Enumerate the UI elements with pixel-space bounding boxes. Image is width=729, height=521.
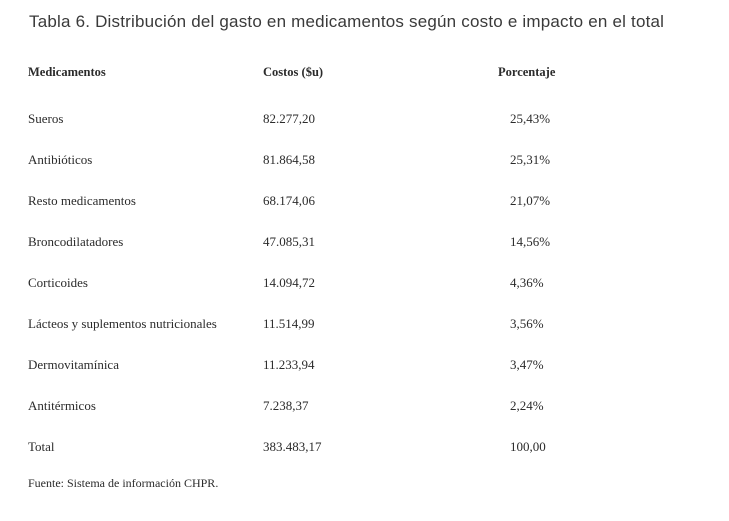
medication-name-cell: Sueros (28, 111, 64, 126)
table-row-total: Total 383.483,17 100,00 (28, 439, 704, 480)
medication-name-cell: Resto medicamentos (28, 193, 136, 208)
cost-cell: 82.277,20 (263, 111, 315, 126)
percentage-cell: 21,07% (510, 193, 551, 208)
cost-cell: 11.514,99 (263, 316, 315, 331)
table-row: Corticoides 14.094,72 4,36% (28, 275, 704, 316)
percentage-cell: 4,36% (510, 275, 544, 290)
column-header-costos: Costos ($u) (263, 65, 324, 79)
cost-cell: 14.094,72 (263, 275, 315, 290)
cost-cell: 47.085,31 (263, 234, 315, 249)
percentage-cell: 100,00 (510, 439, 546, 454)
column-header-medicamentos: Medicamentos (28, 65, 106, 79)
percentage-cell: 25,31% (510, 152, 551, 167)
medication-name-cell: Antitérmicos (28, 398, 96, 413)
medication-name-cell: Total (28, 439, 55, 454)
medication-name-cell: Broncodilatadores (28, 234, 124, 249)
percentage-cell: 14,56% (510, 234, 551, 249)
table-row: Antibióticos 81.864,58 25,31% (28, 152, 704, 193)
medication-name-cell: Corticoides (28, 275, 88, 290)
table-row: Antitérmicos 7.238,37 2,24% (28, 398, 704, 439)
table-header-row: Medicamentos Costos ($u) Porcentaje (28, 65, 704, 111)
medication-name-cell: Lácteos y suplementos nutricionales (28, 316, 217, 331)
cost-cell: 68.174,06 (263, 193, 315, 208)
column-header-porcentaje: Porcentaje (498, 65, 704, 111)
percentage-cell: 3,47% (510, 357, 544, 372)
cost-cell: 81.864,58 (263, 152, 315, 167)
table-row: Lácteos y suplementos nutricionales 11.5… (28, 316, 704, 357)
table-row: Resto medicamentos 68.174,06 21,07% (28, 193, 704, 234)
medication-cost-table: Medicamentos Costos ($u) Porcentaje Suer… (28, 65, 704, 480)
table-title: Tabla 6. Distribución del gasto en medic… (29, 12, 665, 31)
table-row: Sueros 82.277,20 25,43% (28, 111, 704, 152)
percentage-cell: 25,43% (510, 111, 551, 126)
medication-name-cell: Dermovitamínica (28, 357, 119, 372)
table-row: Broncodilatadores 47.085,31 14,56% (28, 234, 704, 275)
cost-cell: 11.233,94 (263, 357, 315, 372)
table-row: Dermovitamínica 11.233,94 3,47% (28, 357, 704, 398)
percentage-cell: 3,56% (510, 316, 544, 331)
medication-name-cell: Antibióticos (28, 152, 93, 167)
percentage-cell: 2,24% (510, 398, 544, 413)
column-header-porcentaje-label: Porcentaje (498, 65, 556, 79)
cost-cell: 7.238,37 (263, 398, 309, 413)
source-note: Fuente: Sistema de información CHPR. (28, 476, 219, 490)
cost-cell: 383.483,17 (263, 439, 322, 454)
